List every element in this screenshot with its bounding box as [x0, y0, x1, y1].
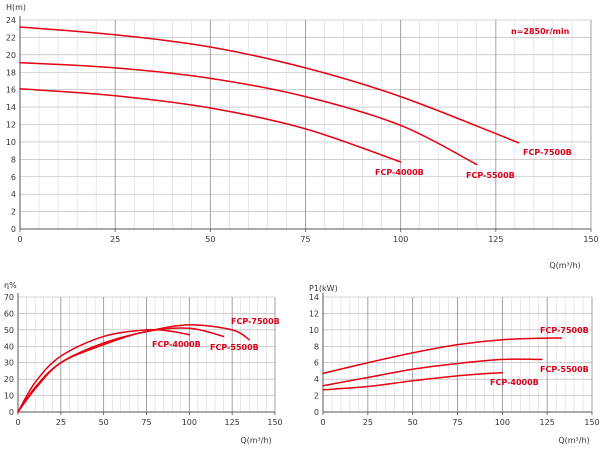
series-label-fcp-7500b: FCP-7500B [523, 148, 572, 157]
y-tick-label: 0 [11, 225, 16, 234]
efficiency-x-axis-label: Q(m³/h) [240, 436, 271, 445]
x-tick-label: 75 [300, 235, 310, 244]
power-y-axis-label: P1(kW) [309, 284, 338, 293]
y-tick-label: 4 [11, 190, 16, 199]
x-tick-label: 125 [540, 418, 555, 427]
y-tick-label: 6 [11, 173, 16, 182]
efficiency-y-axis-label: η% [4, 281, 17, 290]
series-label-fcp-7500b: FCP-7500B [540, 326, 589, 335]
x-tick-label: 100 [393, 235, 408, 244]
series-label-fcp-4000b: FCP-4000B [375, 168, 424, 177]
y-tick-label: 20 [4, 375, 14, 384]
y-tick-label: 20 [6, 51, 16, 60]
power-grid [323, 296, 593, 412]
speed-annotation: n=2850r/min [511, 27, 570, 36]
y-tick-label: 0 [9, 408, 14, 417]
y-tick-label: 14 [6, 103, 16, 112]
y-tick-label: 40 [4, 342, 14, 351]
head-x-axis-label: Q(m³/h) [549, 261, 580, 270]
series-label-fcp-5500b: FCP-5500B [210, 343, 259, 352]
y-tick-label: 70 [4, 293, 14, 302]
y-tick-label: 50 [4, 326, 14, 335]
y-tick-label: 30 [4, 359, 14, 368]
x-tick-label: 50 [205, 235, 215, 244]
y-tick-label: 10 [6, 138, 16, 147]
series-line-fcp-7500b [17, 324, 251, 413]
efficiency-grid [18, 296, 276, 412]
x-tick-label: 125 [225, 418, 240, 427]
y-tick-label: 10 [309, 326, 319, 335]
y-tick-label: 16 [6, 86, 16, 95]
y-tick-label: 2 [314, 392, 319, 401]
x-tick-label: 75 [141, 418, 151, 427]
series-line-fcp-7500b [19, 26, 520, 144]
series-label-fcp-7500b: FCP-7500B [231, 317, 280, 326]
y-tick-label: 22 [6, 33, 16, 42]
x-tick-label: 125 [488, 235, 503, 244]
head-grid [20, 19, 592, 229]
x-tick-label: 100 [495, 418, 510, 427]
efficiency-chart: 0 25 50 75 100 125 150 0 10 20 30 40 50 60 70 Q(m³/h) η%… [4, 281, 283, 445]
series-label-fcp-4000b: FCP-4000B [490, 378, 539, 387]
y-tick-label: 60 [4, 309, 14, 318]
series-line-fcp-5500b [19, 61, 478, 166]
x-tick-label: 150 [583, 235, 598, 244]
x-tick-label: 0 [320, 418, 325, 427]
series-label-fcp-4000b: FCP-4000B [152, 340, 201, 349]
x-tick-label: 75 [452, 418, 462, 427]
x-tick-label: 0 [15, 418, 20, 427]
series-line-fcp-5500b [322, 358, 543, 387]
x-tick-label: 50 [99, 418, 109, 427]
y-tick-label: 12 [309, 309, 319, 318]
y-tick-label: 12 [6, 121, 16, 130]
y-tick-label: 8 [314, 342, 319, 351]
y-tick-label: 0 [314, 408, 319, 417]
y-tick-label: 2 [11, 208, 16, 217]
head-y-axis-label: H(m) [6, 3, 26, 12]
series-label-fcp-5500b: FCP-5500B [540, 365, 589, 374]
x-tick-label: 100 [182, 418, 197, 427]
x-tick-label: 25 [56, 418, 66, 427]
series-line-fcp-4000b [19, 88, 402, 163]
y-tick-label: 4 [314, 375, 319, 384]
x-tick-label: 50 [408, 418, 418, 427]
series-line-fcp-4000b [322, 371, 504, 391]
y-tick-label: 8 [11, 155, 16, 164]
x-tick-label: 150 [267, 418, 282, 427]
y-tick-label: 6 [314, 359, 319, 368]
series-label-fcp-5500b: FCP-5500B [466, 171, 515, 180]
power-x-axis-label: Q(m³/h) [558, 436, 589, 445]
x-tick-label: 0 [17, 235, 22, 244]
series-line-fcp-5500b [17, 327, 225, 413]
y-tick-label: 10 [4, 392, 14, 401]
power-chart: 0 25 50 75 100 125 150 0 2 4 6 8 10 12 14 Q(m³/h) P1(kW)… [309, 284, 600, 445]
head-chart: 0 25 50 75 100 125 150024681012141618202224Q(m… [6, 3, 599, 270]
y-tick-label: 18 [6, 68, 16, 77]
x-tick-label: 25 [110, 235, 120, 244]
x-tick-label: 25 [363, 418, 373, 427]
y-tick-label: 24 [6, 16, 16, 25]
x-tick-label: 150 [584, 418, 599, 427]
series-line-fcp-4000b [17, 328, 191, 413]
series-line-fcp-7500b [322, 337, 563, 375]
y-tick-label: 14 [309, 293, 319, 302]
